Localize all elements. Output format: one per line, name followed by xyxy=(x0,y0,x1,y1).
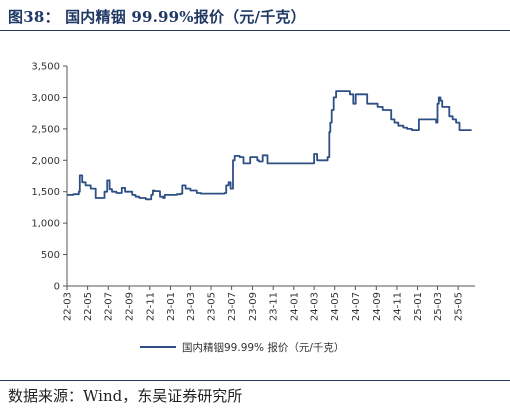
x-tick-label: 25-05 xyxy=(454,292,465,321)
x-tick-label: 22-11 xyxy=(145,292,156,321)
y-tick-label: 0 xyxy=(54,282,60,293)
legend-label: 国内精铟99.99% 报价（元/千克） xyxy=(182,341,344,354)
x-tick-label: 22-03 xyxy=(63,292,74,321)
x-tick-label: 25-01 xyxy=(413,292,424,321)
x-tick-label: 23-05 xyxy=(207,292,218,321)
x-tick-label: 23-11 xyxy=(269,292,280,321)
x-tick-label: 25-03 xyxy=(433,292,444,321)
y-tick-label: 500 xyxy=(41,250,60,261)
x-tick-label: 23-03 xyxy=(186,292,197,321)
y-tick-label: 2,000 xyxy=(31,156,60,167)
title-rule xyxy=(0,30,510,31)
x-tick-label: 24-05 xyxy=(330,292,341,321)
x-tick-label: 22-09 xyxy=(125,292,136,321)
x-tick-label: 22-05 xyxy=(83,292,94,321)
x-tick-label: 23-01 xyxy=(166,292,177,321)
price-line-chart: 0 500 1,000 1,500 2,000 2,500 3,000 3,500 22-03 2… xyxy=(31,62,475,354)
x-tick-label: 22-07 xyxy=(104,292,115,321)
x-tick-label: 23-09 xyxy=(248,292,259,321)
x-tick-label: 24-03 xyxy=(310,292,321,321)
data-source: 数据来源：Wind，东吴证券研究所 xyxy=(8,387,243,405)
y-tick-label: 3,500 xyxy=(31,62,60,73)
x-tick-label: 23-07 xyxy=(227,292,238,321)
y-tick-label: 3,000 xyxy=(31,93,60,104)
figure-title: 图38： 国内精铟 99.99%报价（元/千克） xyxy=(8,8,306,26)
x-tick-label: 24-11 xyxy=(392,292,403,321)
y-tick-label: 1,500 xyxy=(31,187,60,198)
x-tick-label: 24-09 xyxy=(372,292,383,321)
y-tick-label: 1,000 xyxy=(31,219,60,230)
x-tick-label: 24-01 xyxy=(289,292,300,321)
source-rule xyxy=(0,380,510,381)
x-tick-label: 24-07 xyxy=(351,292,362,321)
series-line xyxy=(67,90,472,201)
y-tick-label: 2,500 xyxy=(31,124,60,135)
